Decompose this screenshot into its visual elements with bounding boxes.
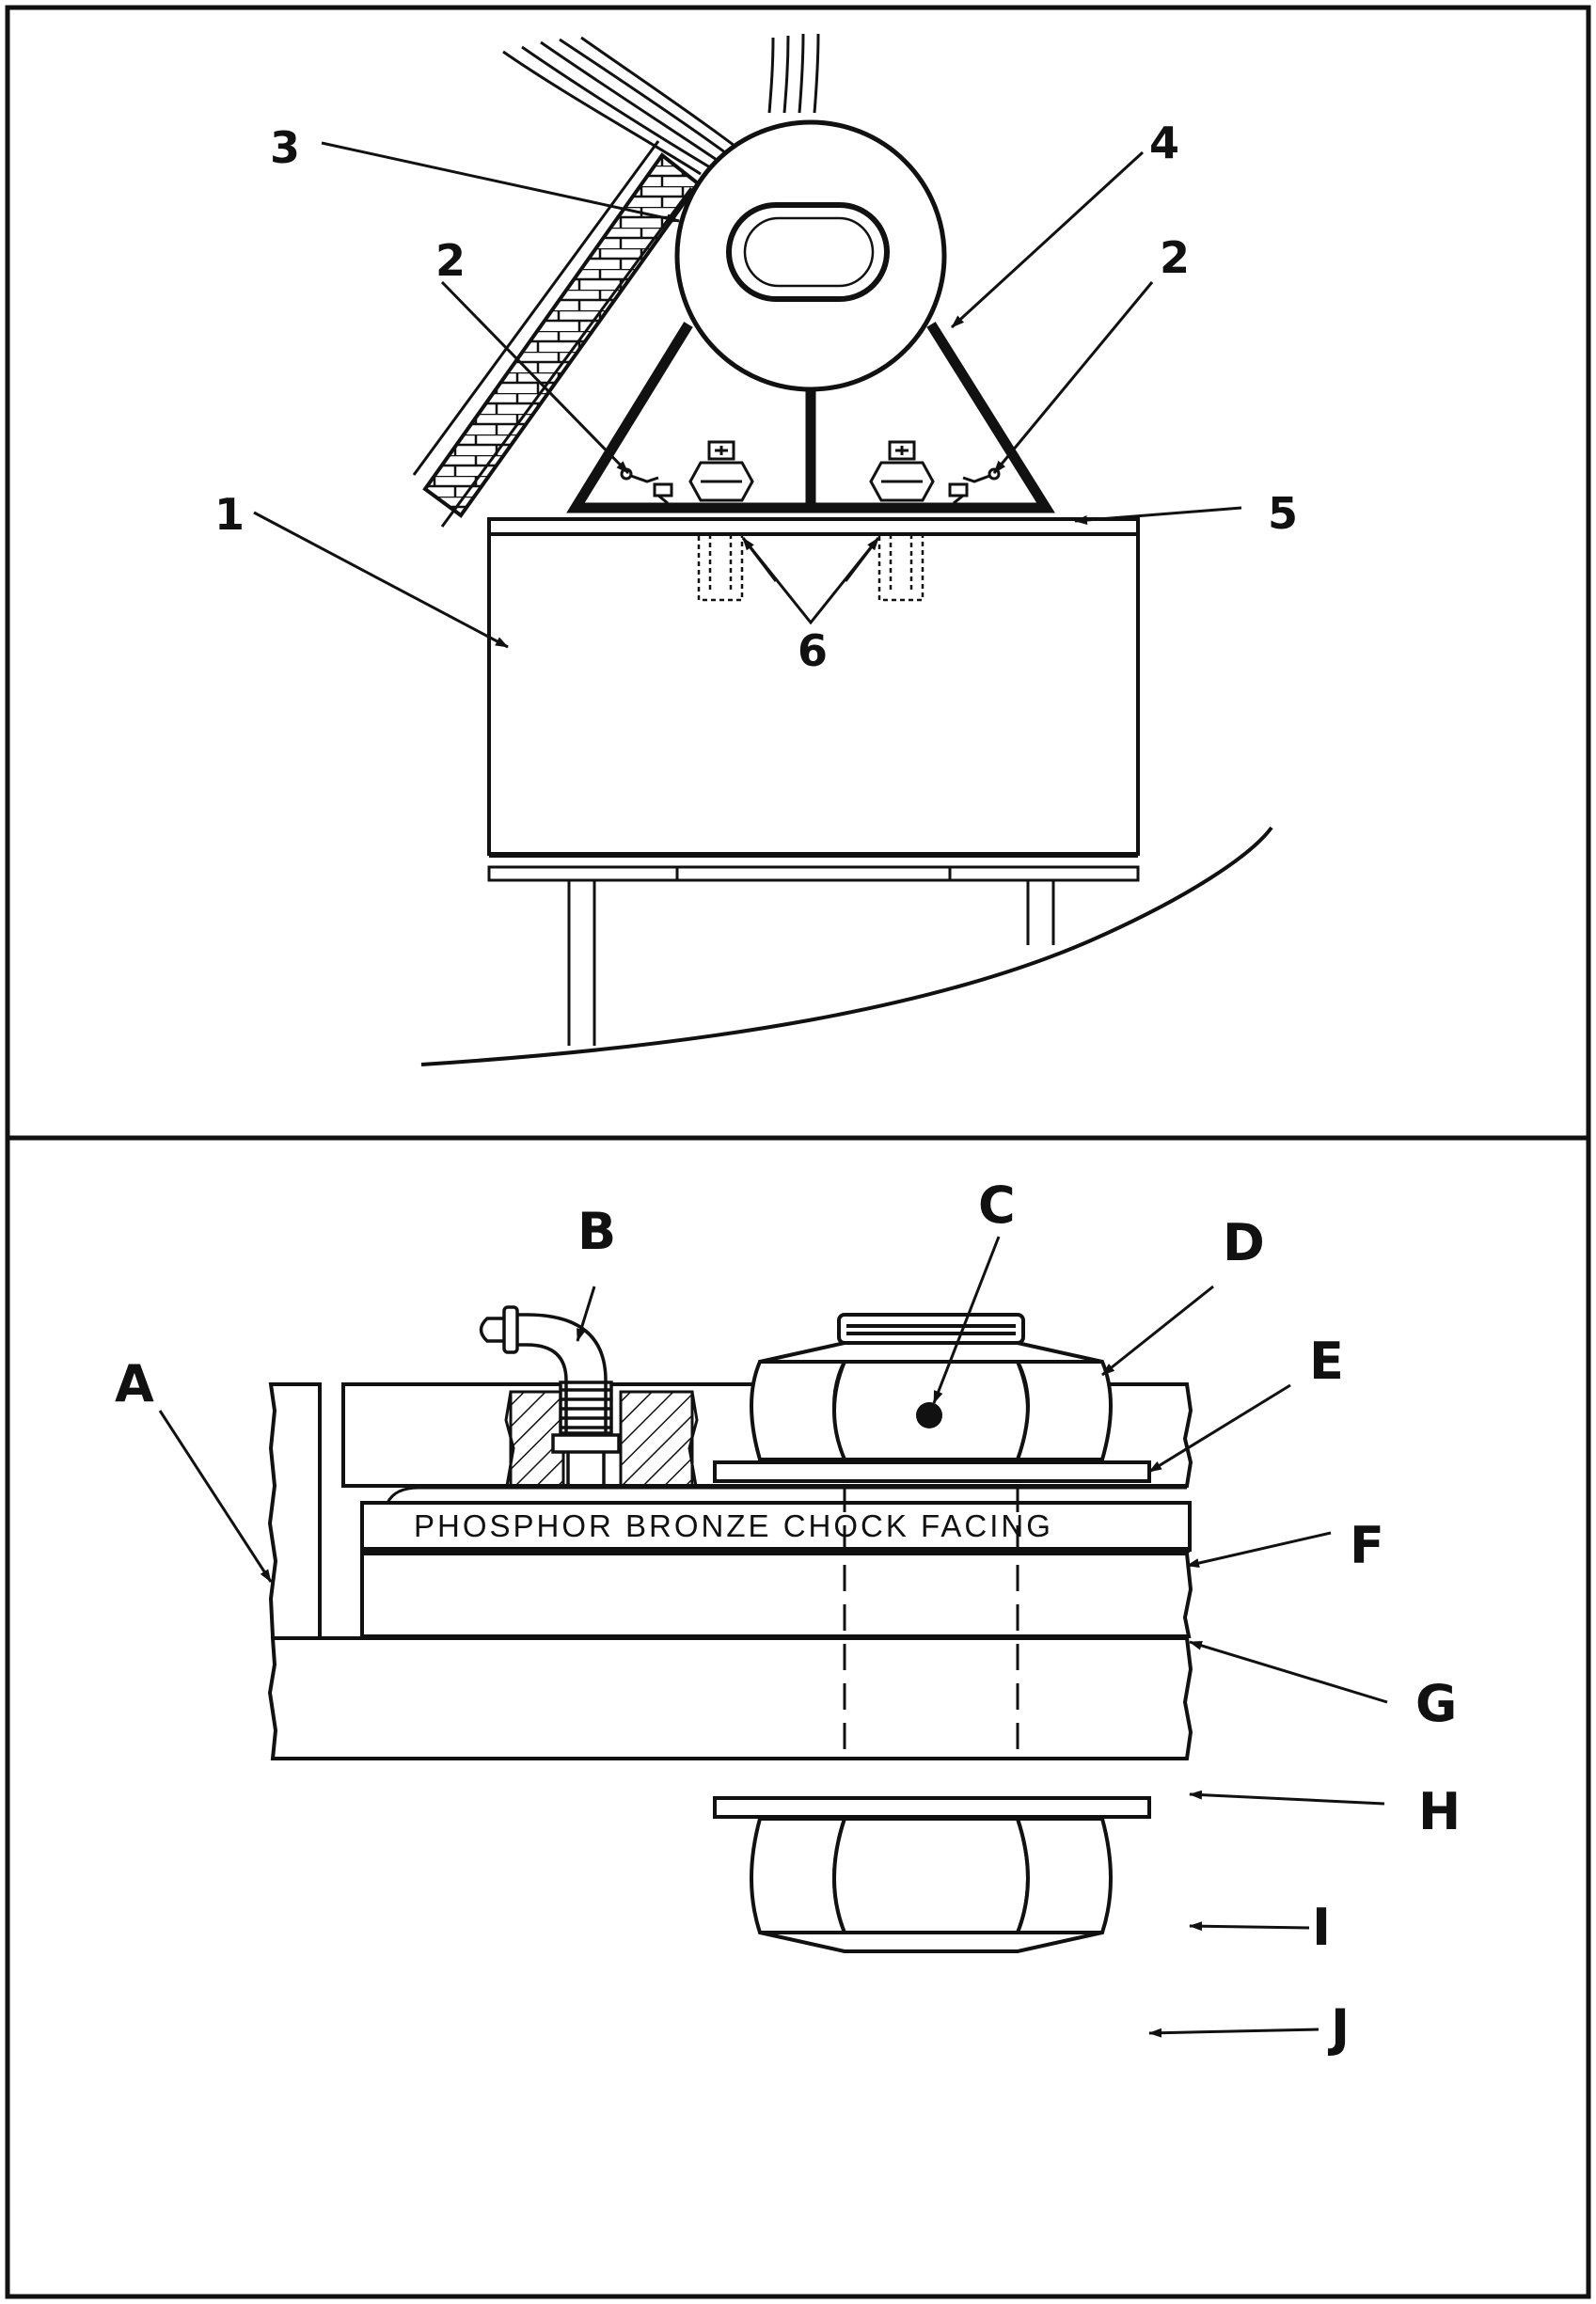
label-4: 4	[1149, 118, 1179, 168]
label-g: G	[1415, 1674, 1457, 1733]
grease-nipple-left	[620, 467, 673, 505]
label-3: 3	[270, 122, 300, 173]
hidden-bolt-shank	[843, 1486, 1019, 1757]
label-e: E	[1309, 1332, 1344, 1391]
cable-bundle	[502, 33, 820, 176]
chock-facing: PHOSPHOR BRONZE CHOCK FACING	[360, 1486, 1192, 1553]
foundation-plate	[267, 1636, 1193, 1760]
bottom-panel: PHOSPHOR BRONZE CHOCK FACING	[115, 1176, 1461, 2058]
label-2-left: 2	[435, 235, 466, 286]
cable-gland-fitting	[674, 119, 947, 392]
label-b: B	[577, 1202, 616, 1261]
triangular-bracket	[566, 322, 1055, 513]
chock-plate	[487, 517, 1140, 536]
bracket-bolt-left	[688, 440, 754, 502]
figure-border	[5, 5, 1591, 2299]
label-d: D	[1223, 1213, 1265, 1272]
label-a: A	[115, 1354, 154, 1413]
grease-fitting	[479, 1305, 621, 1486]
label-c: C	[978, 1176, 1016, 1235]
foundation-block	[487, 532, 1140, 1046]
top-panel: 1 2 2 3 4 5 6	[214, 33, 1298, 1066]
grease-nipple-right	[948, 467, 1001, 505]
chock-block	[360, 1552, 1193, 1638]
label-2-right: 2	[1160, 232, 1190, 283]
set-screw-dot	[916, 1402, 942, 1428]
label-j: J	[1327, 1998, 1350, 2058]
top-nut	[750, 1313, 1113, 1461]
facing-text: PHOSPHOR BRONZE CHOCK FACING	[414, 1508, 1053, 1543]
top-washer	[713, 1460, 1151, 1483]
label-5: 5	[1268, 488, 1298, 539]
hidden-bolt-holes	[697, 532, 924, 602]
bottom-nut	[750, 1817, 1113, 1953]
label-f: F	[1350, 1516, 1384, 1575]
hull-curve	[420, 826, 1273, 1066]
leader-lines-bottom	[158, 1236, 1388, 2038]
leader-lines-top	[253, 141, 1242, 649]
label-i: I	[1312, 1898, 1331, 1957]
label-h: H	[1418, 1782, 1461, 1841]
label-1: 1	[214, 489, 245, 540]
bottom-washer	[713, 1796, 1151, 1819]
label-6: 6	[798, 625, 828, 676]
diagonal-brick-beam	[412, 140, 701, 528]
bracket-bolt-right	[869, 440, 935, 502]
